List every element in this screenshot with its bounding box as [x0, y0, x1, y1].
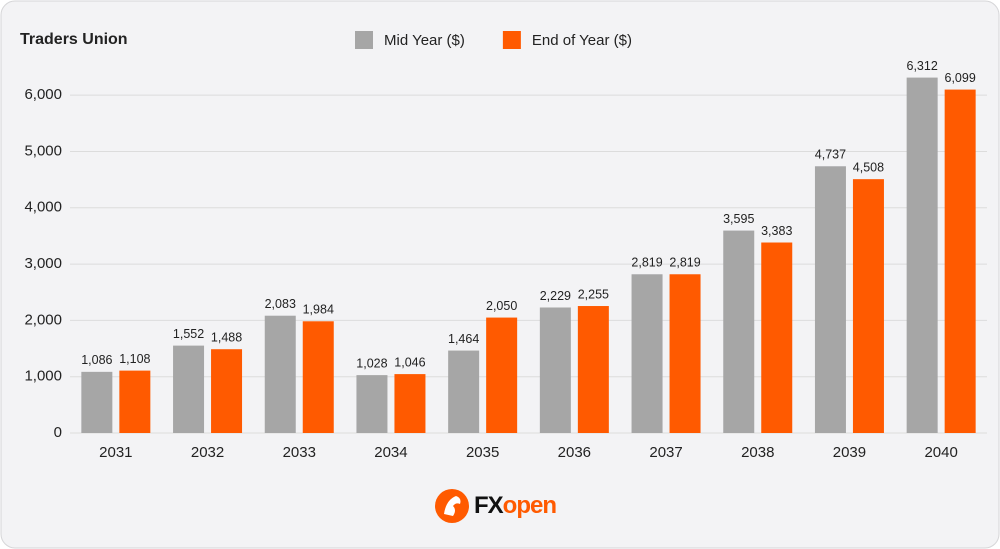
bar	[264, 315, 296, 433]
logo-text: FXopen	[474, 492, 556, 519]
bar	[577, 306, 609, 433]
bar	[814, 166, 846, 434]
legend-swatch	[502, 31, 521, 49]
y-tick-label: 0	[54, 424, 62, 441]
logo: FXopen	[435, 489, 557, 523]
y-tick-label: 2,000	[24, 311, 62, 328]
chart-title: Traders Union	[20, 31, 128, 48]
x-tick-label: 2038	[741, 444, 774, 461]
x-tick-label: 2036	[558, 444, 591, 461]
value-label: 1,108	[119, 352, 150, 366]
bar	[723, 230, 755, 433]
y-tick-label: 6,000	[24, 86, 62, 103]
bar	[173, 345, 205, 433]
bar	[906, 77, 938, 433]
bar	[761, 242, 793, 433]
logo-icon-shape	[444, 496, 461, 516]
bar	[119, 370, 151, 433]
bar	[852, 179, 884, 433]
y-tick-label: 4,000	[24, 199, 62, 216]
x-tick-label: 2035	[466, 444, 499, 461]
y-tick-label: 5,000	[24, 142, 62, 159]
x-tick-label: 2040	[924, 444, 957, 461]
x-tick-label: 2034	[374, 444, 407, 461]
value-label: 2,819	[669, 256, 700, 270]
logo-dark: FX	[474, 492, 504, 519]
bar	[944, 89, 976, 434]
bar	[302, 321, 334, 433]
value-label: 2,083	[265, 297, 296, 311]
bar	[81, 371, 113, 433]
x-tick-label: 2033	[283, 444, 316, 461]
value-label: 1,028	[356, 356, 387, 370]
bar	[356, 375, 388, 433]
value-label: 4,508	[853, 160, 884, 174]
value-label: 2,229	[540, 289, 571, 303]
legend-label: End of Year ($)	[532, 32, 632, 49]
x-tick-label: 2032	[191, 444, 224, 461]
value-label: 2,819	[631, 256, 662, 270]
value-label: 1,552	[173, 327, 204, 341]
y-tick-label: 3,000	[24, 255, 62, 272]
value-label: 6,312	[907, 59, 938, 73]
x-tick-label: 2039	[833, 444, 866, 461]
bar	[669, 274, 701, 433]
value-label: 1,086	[81, 353, 112, 367]
x-tick-label: 2037	[649, 444, 682, 461]
value-label: 4,737	[815, 148, 846, 162]
logo-accent: open	[503, 492, 557, 519]
bar	[631, 274, 663, 433]
value-label: 3,595	[723, 212, 754, 226]
bar	[448, 350, 480, 433]
bar	[539, 307, 571, 433]
value-label: 2,050	[486, 299, 517, 313]
bar	[486, 317, 518, 433]
bar	[211, 349, 243, 433]
legend-label: Mid Year ($)	[384, 32, 465, 49]
value-label: 2,255	[578, 287, 609, 301]
value-label: 1,488	[211, 331, 242, 345]
value-label: 1,984	[303, 303, 334, 317]
value-label: 1,464	[448, 332, 479, 346]
value-label: 3,383	[761, 224, 792, 238]
y-tick-label: 1,000	[24, 368, 62, 385]
value-label: 1,046	[394, 355, 425, 369]
value-label: 6,099	[945, 71, 976, 85]
bar	[394, 374, 426, 433]
legend-swatch	[355, 31, 373, 49]
x-tick-label: 2031	[99, 444, 132, 461]
